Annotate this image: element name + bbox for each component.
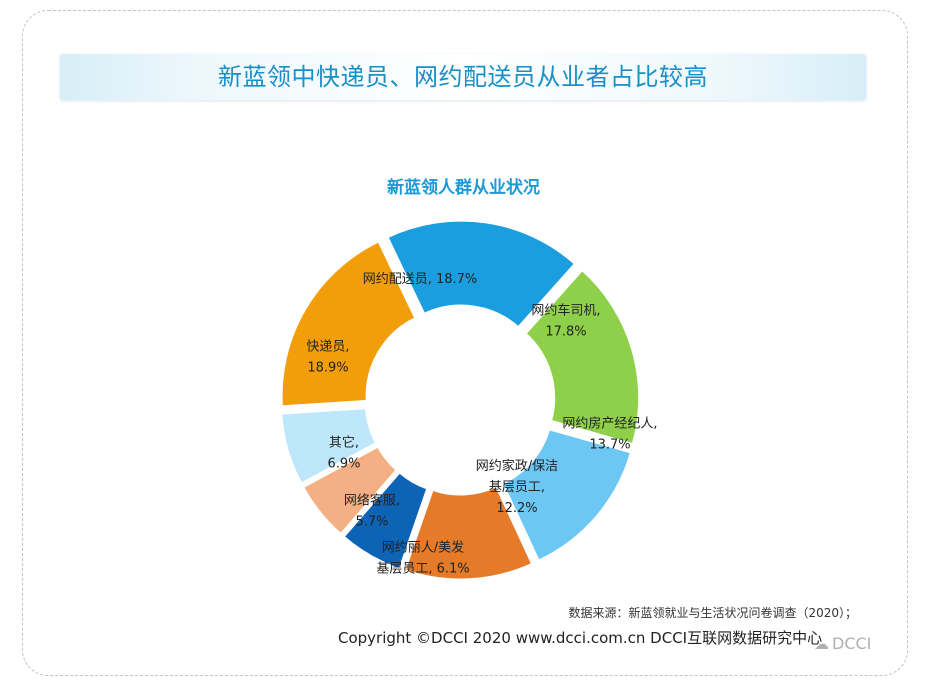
slice-label: 网约丽人/美发基层员工, 6.1% [376, 540, 469, 577]
donut-slice [500, 426, 634, 564]
slice-label: 其它, 6.9% [327, 435, 360, 472]
donut-slice [300, 443, 400, 537]
title-banner [60, 54, 866, 100]
slice-label: 网约家政/保洁基层员工, 12.2% [476, 458, 558, 516]
donut-slice [384, 218, 578, 331]
copyright-text: Copyright ©DCCI 2020 www.dcci.com.cn DCC… [338, 629, 823, 647]
donut-slice [522, 267, 642, 447]
page-title: 新蓝领中快递员、网约配送员从业者占比较高 [218, 63, 708, 91]
donut-slice [279, 406, 379, 487]
chart-title: 新蓝领人群从业状况 [387, 178, 540, 198]
slice-label: 网约房产经纪人, 13.7% [562, 416, 657, 453]
slice-label: 快递员, 18.9% [306, 340, 349, 376]
slice-label: 网约配送员, 18.7% [363, 272, 478, 287]
wechat-icon: ☁ [814, 635, 829, 653]
watermark: ☁ DCCI [814, 634, 871, 653]
donut-slice [279, 238, 418, 409]
slice-label: 网约车司机, 17.8% [531, 303, 600, 340]
watermark-text: DCCI [832, 634, 872, 653]
donut-slice [340, 469, 430, 572]
donut-slice [402, 484, 535, 582]
source-note: 数据来源：新蓝领就业与生活状况问卷调查（2020）； [568, 606, 857, 620]
slice-label: 网络客服, 5.7% [344, 493, 400, 530]
